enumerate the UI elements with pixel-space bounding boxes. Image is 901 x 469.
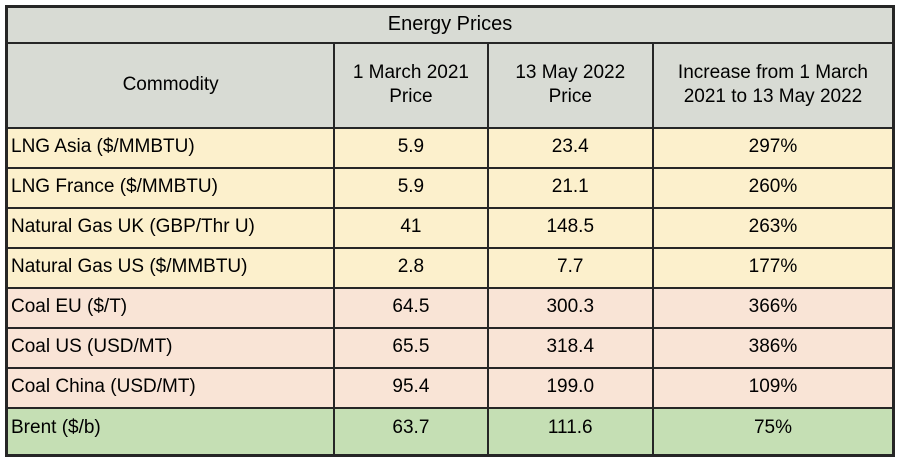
increase-cell: 75% [651, 406, 895, 457]
commodity-cell: Natural Gas US ($/MMBTU) [5, 246, 336, 289]
price-2022-cell: 199.0 [486, 366, 654, 409]
price-2021-cell: 65.5 [333, 326, 489, 369]
price-2022-cell: 111.6 [486, 406, 654, 457]
table-row-lng-france: LNG France ($/MMBTU) 5.9 21.1 260% [5, 166, 895, 209]
column-header-increase: Increase from 1 March 2021 to 13 May 202… [651, 41, 895, 129]
price-2021-cell: 41 [333, 206, 489, 249]
increase-cell: 177% [651, 246, 895, 289]
column-header-commodity: Commodity [5, 41, 336, 129]
column-header-price-2022: 13 May 2022 Price [486, 41, 654, 129]
price-2022-cell: 148.5 [486, 206, 654, 249]
price-2021-cell: 63.7 [333, 406, 489, 457]
increase-cell: 386% [651, 326, 895, 369]
commodity-cell: Coal EU ($/T) [5, 286, 336, 329]
price-2021-cell: 95.4 [333, 366, 489, 409]
table-row-natural-gas-uk: Natural Gas UK (GBP/Thr U) 41 148.5 263% [5, 206, 895, 249]
table-row-natural-gas-us: Natural Gas US ($/MMBTU) 2.8 7.7 177% [5, 246, 895, 289]
commodity-cell: Brent ($/b) [5, 406, 336, 457]
commodity-cell: LNG Asia ($/MMBTU) [5, 126, 336, 169]
price-2021-cell: 5.9 [333, 126, 489, 169]
table-row-coal-eu: Coal EU ($/T) 64.5 300.3 366% [5, 286, 895, 329]
price-2022-cell: 318.4 [486, 326, 654, 369]
table-title-row: Energy Prices [5, 5, 895, 44]
table-row-coal-us: Coal US (USD/MT) 65.5 318.4 386% [5, 326, 895, 369]
energy-prices-table: Energy Prices Commodity 1 March 2021 Pri… [5, 5, 895, 457]
price-2022-cell: 300.3 [486, 286, 654, 329]
commodity-cell: LNG France ($/MMBTU) [5, 166, 336, 209]
energy-prices-grid: Energy Prices Commodity 1 March 2021 Pri… [5, 5, 895, 457]
price-2021-cell: 64.5 [333, 286, 489, 329]
increase-cell: 263% [651, 206, 895, 249]
commodity-cell: Coal China (USD/MT) [5, 366, 336, 409]
increase-cell: 260% [651, 166, 895, 209]
table-row-coal-china: Coal China (USD/MT) 95.4 199.0 109% [5, 366, 895, 409]
price-2021-cell: 5.9 [333, 166, 489, 209]
table-header-row: Commodity 1 March 2021 Price 13 May 2022… [5, 41, 895, 129]
increase-cell: 109% [651, 366, 895, 409]
table-title: Energy Prices [5, 5, 895, 44]
price-2022-cell: 7.7 [486, 246, 654, 289]
increase-cell: 297% [651, 126, 895, 169]
price-2022-cell: 21.1 [486, 166, 654, 209]
commodity-cell: Coal US (USD/MT) [5, 326, 336, 369]
price-2021-cell: 2.8 [333, 246, 489, 289]
price-2022-cell: 23.4 [486, 126, 654, 169]
column-header-price-2021: 1 March 2021 Price [333, 41, 489, 129]
table-row-lng-asia: LNG Asia ($/MMBTU) 5.9 23.4 297% [5, 126, 895, 169]
table-row-brent: Brent ($/b) 63.7 111.6 75% [5, 406, 895, 457]
commodity-cell: Natural Gas UK (GBP/Thr U) [5, 206, 336, 249]
increase-cell: 366% [651, 286, 895, 329]
